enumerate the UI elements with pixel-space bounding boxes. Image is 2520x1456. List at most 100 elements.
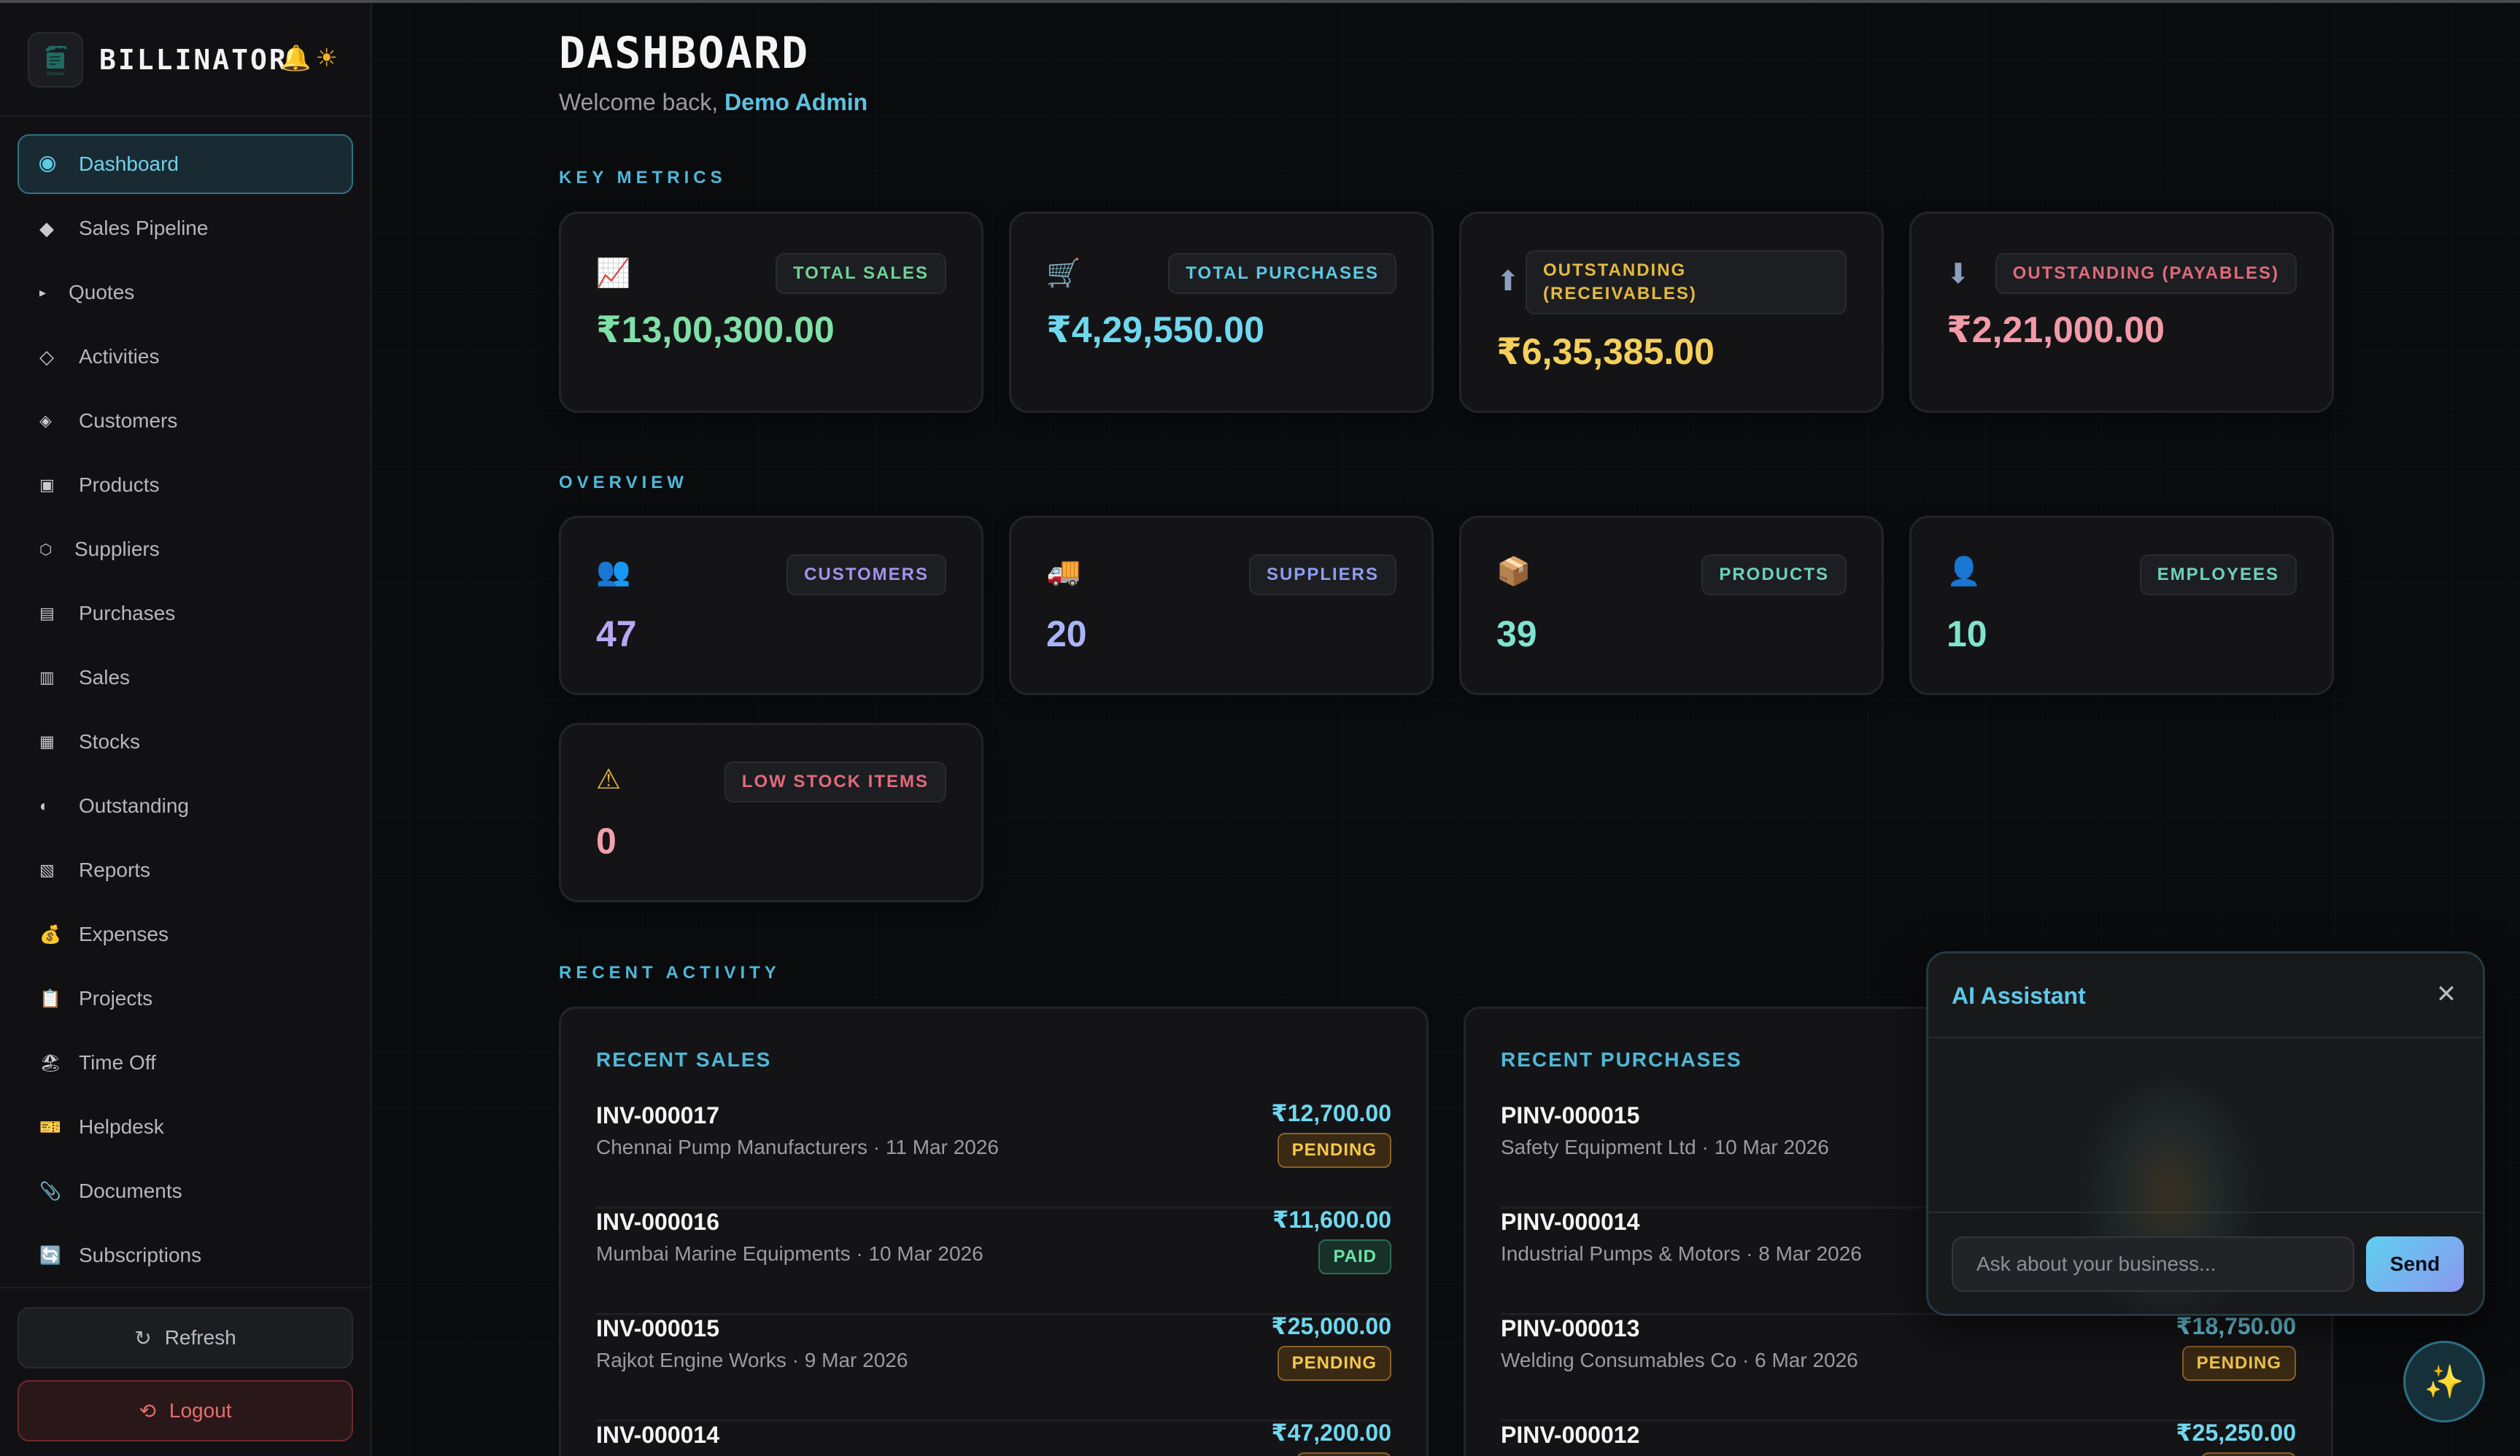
metric-card-outstanding-payables[interactable]: ⬇ OUTSTANDING (PAYABLES) ₹2,21,000.00 [1909, 212, 2334, 413]
invoice-meta: Chennai Pump Manufacturers · 11 Mar 2026 [596, 1136, 999, 1158]
app-logo[interactable]: Billinator [28, 32, 83, 88]
purchase-row[interactable]: PINV-000012 ₹25,250.00 [1501, 1420, 2296, 1456]
sidebar-item-time-off[interactable]: 🏖 Time Off [18, 1033, 353, 1093]
overview-card-products[interactable]: 📦 PRODUCTS 39 [1459, 516, 1884, 695]
sidebar-item-suppliers[interactable]: ⬡ Suppliers [18, 519, 353, 579]
invoice-meta: Safety Equipment Ltd · 10 Mar 2026 [1501, 1136, 1829, 1158]
sidebar-item-helpdesk[interactable]: 🎫 Helpdesk [18, 1097, 353, 1157]
sale-row[interactable]: INV-000016 Mumbai Marine Equipments · 10… [596, 1207, 1391, 1315]
overview-value: 39 [1496, 613, 1537, 654]
refresh-button[interactable]: ↻ Refresh [18, 1307, 353, 1368]
sun-icon[interactable]: ☀ [315, 44, 338, 72]
people-icon: 👥 [596, 557, 631, 587]
invoice-meta: Welding Consumables Co · 6 Mar 2026 [1501, 1349, 1858, 1371]
refresh-icon: ↻ [134, 1326, 152, 1349]
invoice-id: PINV-000014 [1501, 1209, 1640, 1235]
close-icon[interactable]: ✕ [2435, 980, 2457, 1008]
sidebar-item-label: Sales [79, 666, 131, 689]
invoice-meta: Mumbai Marine Equipments · 10 Mar 2026 [596, 1242, 983, 1265]
invoice-amount: ₹25,250.00 [2176, 1420, 2296, 1446]
sidebar-item-label: Purchases [79, 602, 176, 624]
sidebar-item-label: Customers [79, 409, 178, 432]
sidebar-nav: Dashboard ◆ Sales Pipeline ▸ Quotes ◇ Ac… [18, 134, 353, 1290]
overview-label: SUPPLIERS [1248, 554, 1396, 595]
grid-square-icon: ▦ [39, 732, 55, 751]
triangle-right-icon: ▸ [39, 284, 47, 300]
overview-card-suppliers[interactable]: 🚚 SUPPLIERS 20 [1009, 516, 1434, 695]
sidebar-item-dashboard[interactable]: Dashboard [18, 134, 353, 194]
invoice-amount: ₹25,000.00 [1271, 1313, 1391, 1339]
sidebar-item-outstanding[interactable]: ◐ Outstanding [18, 776, 353, 836]
diamond-outline-icon: ◇ [39, 345, 54, 368]
recent-sales-panel: RECENT SALES INV-000017 Chennai Pump Man… [559, 1007, 1429, 1456]
metric-card-total-sales[interactable]: 📈 TOTAL SALES ₹13,00,300.00 [559, 212, 983, 413]
sidebar-footer: ↻ Refresh ⟲ Logout [0, 1287, 371, 1456]
metric-value: ₹6,35,385.00 [1496, 331, 1715, 372]
send-button[interactable]: Send [2366, 1236, 2464, 1292]
sidebar-item-sales-pipeline[interactable]: ◆ Sales Pipeline [18, 198, 353, 258]
overview-card-customers[interactable]: 👥 CUSTOMERS 47 [559, 516, 983, 695]
sidebar-item-reports[interactable]: ▧ Reports [18, 840, 353, 900]
sale-row[interactable]: INV-000017 Chennai Pump Manufacturers · … [596, 1100, 1391, 1209]
overview-card-low-stock[interactable]: ⚠ LOW STOCK ITEMS 0 [559, 723, 983, 902]
overview-value: 0 [596, 821, 617, 861]
ai-assistant-toggle-button[interactable]: ✨ [2403, 1341, 2485, 1422]
invoice-meta: Industrial Pumps & Motors · 8 Mar 2026 [1501, 1242, 1862, 1265]
sparkles-icon: ✨ [2424, 1364, 2465, 1400]
sidebar-item-products[interactable]: ▣ Products [18, 455, 353, 515]
logout-button[interactable]: ⟲ Logout [18, 1380, 353, 1441]
sale-row[interactable]: INV-000015 Rajkot Engine Works · 9 Mar 2… [596, 1313, 1391, 1422]
ai-question-input[interactable] [1952, 1236, 2354, 1292]
ai-chat-area [1928, 1038, 2483, 1314]
metric-value: ₹4,29,550.00 [1046, 309, 1264, 350]
invoice-id: INV-000016 [596, 1209, 720, 1235]
sidebar-item-label: Projects [79, 987, 153, 1010]
metric-label: OUTSTANDING (RECEIVABLES) [1526, 250, 1847, 314]
status-badge: PAID [1318, 1239, 1391, 1274]
purchase-row[interactable]: PINV-000015 Safety Equipment Ltd · 10 Ma… [1501, 1102, 2296, 1209]
sidebar-item-activities[interactable]: ◇ Activities [18, 327, 353, 387]
sidebar-item-documents[interactable]: 📎 Documents [18, 1161, 353, 1221]
sidebar-item-label: Stocks [79, 730, 141, 753]
purchase-row[interactable]: PINV-000013 Welding Consumables Co · 6 M… [1501, 1313, 2296, 1422]
overview-label: EMPLOYEES [2139, 554, 2297, 595]
status-badge: PENDING [2181, 1346, 2296, 1381]
status-badge: PENDING [1277, 1133, 1391, 1168]
sidebar-item-label: Suppliers [74, 538, 160, 560]
sidebar-item-label: Activities [79, 345, 160, 368]
chart-increasing-icon: 📈 [596, 258, 631, 289]
delivery-truck-icon: 🚚 [1046, 557, 1081, 587]
section-recent-activity: RECENT ACTIVITY [559, 963, 781, 983]
sidebar-item-purchases[interactable]: ▤ Purchases [18, 584, 353, 643]
sidebar-item-label: Time Off [79, 1051, 156, 1074]
overview-value: 10 [1947, 613, 1987, 654]
purchase-row[interactable]: PINV-000014 Industrial Pumps & Motors · … [1501, 1209, 2296, 1315]
shopping-cart-icon: 🛒 [1046, 258, 1081, 289]
sidebar-item-label: Documents [79, 1180, 182, 1202]
invoice-id: PINV-000015 [1501, 1102, 1640, 1128]
metric-card-outstanding-receivables[interactable]: ⬆ OUTSTANDING (RECEIVABLES) ₹6,35,385.00 [1459, 212, 1884, 413]
sidebar-item-stocks[interactable]: ▦ Stocks [18, 712, 353, 772]
paperclip-icon: 📎 [39, 1181, 61, 1201]
sidebar-item-customers[interactable]: ◈ Customers [18, 391, 353, 451]
package-icon: 📦 [1496, 557, 1531, 587]
sidebar-item-quotes[interactable]: ▸ Quotes [18, 263, 353, 322]
sidebar-item-label: Products [79, 473, 160, 496]
sidebar-item-expenses[interactable]: 💰 Expenses [18, 905, 353, 964]
page-title: DASHBOARD [559, 28, 810, 79]
overview-card-employees[interactable]: 👤 EMPLOYEES 10 [1909, 516, 2334, 695]
brand-header: Billinator BILLINATOR 🔔 ☀ [0, 3, 371, 117]
sidebar-item-projects[interactable]: 📋 Projects [18, 969, 353, 1029]
sale-row[interactable]: INV-000014 ₹47,200.00 [596, 1420, 1391, 1456]
metric-card-total-purchases[interactable]: 🛒 TOTAL PURCHASES ₹4,29,550.00 [1009, 212, 1434, 413]
window-top-border [0, 0, 2520, 3]
invoice-amount: ₹12,700.00 [1271, 1100, 1391, 1126]
invoice-amount: ₹11,600.00 [1272, 1207, 1391, 1233]
sidebar-item-label: Dashboard [79, 152, 179, 175]
sidebar-item-subscriptions[interactable]: 🔄 Subscriptions [18, 1225, 353, 1285]
person-icon: 👤 [1947, 557, 1982, 587]
bell-icon[interactable]: 🔔 [280, 44, 312, 72]
sidebar-item-sales[interactable]: ▥ Sales [18, 648, 353, 708]
invoice-meta: Rajkot Engine Works · 9 Mar 2026 [596, 1349, 908, 1371]
overview-label: PRODUCTS [1701, 554, 1847, 595]
